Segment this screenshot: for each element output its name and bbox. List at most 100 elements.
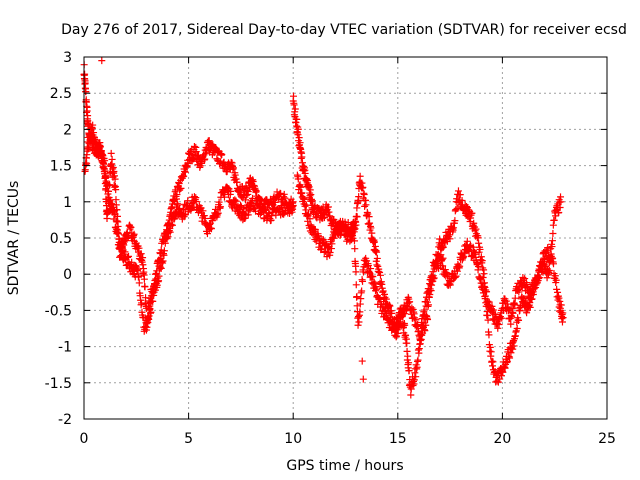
data-point (542, 262, 550, 270)
data-point (368, 229, 376, 237)
data-point (135, 272, 143, 280)
data-point (479, 280, 487, 288)
y-tick-label: -0.5 (45, 303, 72, 319)
data-point (406, 298, 414, 306)
data-point (107, 149, 115, 157)
data-point (468, 209, 476, 217)
data-points (80, 57, 567, 399)
data-point (421, 327, 429, 335)
data-point (134, 265, 142, 273)
data-point (293, 115, 301, 123)
data-point (483, 288, 491, 296)
data-point (478, 257, 486, 265)
data-point (379, 287, 387, 295)
grid (84, 57, 607, 419)
data-point (451, 217, 459, 225)
y-axis-title: SDTVAR / TECUs (6, 181, 22, 296)
data-point (147, 308, 155, 316)
data-point (412, 373, 420, 381)
data-point (365, 213, 373, 221)
data-point (85, 139, 93, 147)
y-tick-label: 3 (63, 50, 72, 66)
data-point (148, 291, 156, 299)
data-point (105, 187, 113, 195)
data-point (548, 237, 556, 245)
data-point (481, 292, 489, 300)
data-point (302, 201, 310, 209)
data-point (403, 339, 411, 347)
data-point (487, 348, 495, 356)
data-point (242, 196, 250, 204)
data-point (434, 251, 442, 259)
data-point (386, 302, 394, 310)
data-point (482, 302, 490, 310)
data-point (494, 324, 502, 332)
data-point (394, 319, 402, 327)
data-point (439, 243, 447, 251)
data-point (439, 254, 447, 262)
data-point (139, 314, 147, 322)
data-point (401, 321, 409, 329)
data-point (361, 202, 369, 210)
data-point (404, 352, 412, 360)
data-point (548, 243, 556, 251)
data-point (201, 214, 209, 222)
data-point (242, 191, 250, 199)
data-point (112, 186, 120, 194)
data-point (277, 190, 285, 198)
data-point (297, 183, 305, 191)
data-point (289, 92, 297, 100)
data-point (246, 206, 254, 214)
data-point (376, 271, 384, 279)
data-point (456, 191, 464, 199)
data-point (456, 262, 464, 270)
data-point (280, 210, 288, 218)
data-point (216, 203, 224, 211)
data-point (556, 204, 564, 212)
data-point (509, 345, 517, 353)
data-point (139, 254, 147, 262)
y-tick-label: 2.5 (50, 86, 72, 102)
data-point (381, 306, 389, 314)
data-point (511, 294, 519, 302)
data-point (192, 198, 200, 206)
data-point (510, 342, 518, 350)
data-point (534, 273, 542, 281)
data-point (168, 221, 176, 229)
data-point (372, 285, 380, 293)
data-point (201, 155, 209, 163)
data-point (373, 248, 381, 256)
data-point (350, 237, 358, 245)
data-point (526, 303, 534, 311)
data-point (301, 195, 309, 203)
data-point (366, 219, 374, 227)
data-point (353, 293, 361, 301)
data-point (290, 101, 298, 109)
data-point (357, 295, 365, 303)
data-point (156, 263, 164, 271)
data-point (158, 249, 166, 257)
data-point (416, 337, 424, 345)
data-point (135, 279, 143, 287)
y-tick-label: 2 (63, 122, 72, 138)
y-tick-labels: -2 -1.5 -1 -0.5 0 0.5 1 1.5 2 2.5 3 (45, 50, 72, 428)
y-tick-label: 0 (63, 267, 72, 283)
data-point (289, 201, 297, 209)
y-tick-label: -1.5 (45, 376, 72, 392)
data-point (549, 229, 557, 237)
data-point (424, 301, 432, 309)
data-point (152, 276, 160, 284)
data-point (192, 148, 200, 156)
data-point (301, 202, 309, 210)
data-point (476, 245, 484, 253)
data-point (509, 309, 517, 317)
data-point (522, 297, 530, 305)
data-point (551, 272, 559, 280)
data-point (135, 244, 143, 252)
data-point (99, 152, 107, 160)
data-point (141, 283, 149, 291)
data-point (190, 142, 198, 150)
data-point (362, 201, 370, 209)
data-point (111, 175, 119, 183)
